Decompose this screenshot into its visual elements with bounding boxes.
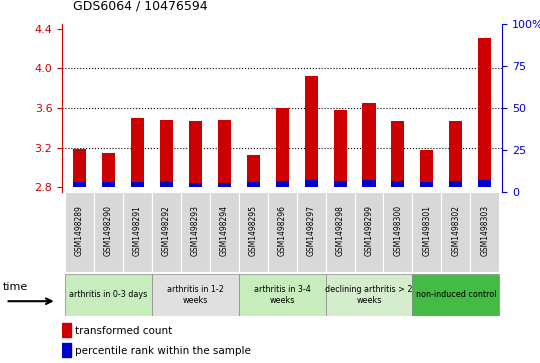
- Bar: [73, 149, 86, 187]
- Text: GSM1498300: GSM1498300: [394, 205, 402, 256]
- Bar: [218, 183, 231, 187]
- Bar: [102, 153, 115, 187]
- Bar: [478, 180, 491, 187]
- Text: arthritis in 1-2
weeks: arthritis in 1-2 weeks: [167, 285, 224, 305]
- Bar: [189, 183, 202, 187]
- FancyBboxPatch shape: [123, 192, 152, 272]
- FancyBboxPatch shape: [355, 192, 383, 272]
- Bar: [362, 180, 375, 187]
- Text: GDS6064 / 10476594: GDS6064 / 10476594: [73, 0, 207, 13]
- Bar: [62, 323, 71, 338]
- FancyBboxPatch shape: [65, 192, 94, 272]
- Text: GSM1498303: GSM1498303: [480, 205, 489, 256]
- Text: GSM1498296: GSM1498296: [278, 205, 287, 256]
- Text: GSM1498291: GSM1498291: [133, 205, 142, 256]
- Bar: [189, 121, 202, 187]
- Bar: [73, 183, 86, 187]
- Text: GSM1498295: GSM1498295: [249, 205, 258, 256]
- Text: GSM1498294: GSM1498294: [220, 205, 229, 256]
- Bar: [334, 182, 347, 187]
- Text: transformed count: transformed count: [75, 326, 173, 336]
- Text: declining arthritis > 2
weeks: declining arthritis > 2 weeks: [325, 285, 413, 305]
- Text: arthritis in 3-4
weeks: arthritis in 3-4 weeks: [254, 285, 310, 305]
- Bar: [421, 150, 434, 187]
- Bar: [160, 182, 173, 187]
- FancyBboxPatch shape: [210, 192, 239, 272]
- FancyBboxPatch shape: [181, 192, 210, 272]
- Text: GSM1498299: GSM1498299: [364, 205, 374, 256]
- FancyBboxPatch shape: [296, 192, 326, 272]
- FancyBboxPatch shape: [65, 274, 152, 316]
- Text: GSM1498302: GSM1498302: [451, 205, 461, 256]
- Bar: [275, 182, 289, 187]
- Text: GSM1498290: GSM1498290: [104, 205, 113, 256]
- FancyBboxPatch shape: [239, 192, 268, 272]
- Text: arthritis in 0-3 days: arthritis in 0-3 days: [69, 290, 147, 299]
- Bar: [247, 155, 260, 187]
- Bar: [160, 120, 173, 187]
- FancyBboxPatch shape: [268, 192, 296, 272]
- FancyBboxPatch shape: [413, 274, 500, 316]
- FancyBboxPatch shape: [413, 192, 441, 272]
- Text: GSM1498292: GSM1498292: [162, 205, 171, 256]
- FancyBboxPatch shape: [94, 192, 123, 272]
- Text: GSM1498297: GSM1498297: [307, 205, 315, 256]
- Bar: [131, 118, 144, 187]
- Bar: [102, 183, 115, 187]
- Bar: [305, 76, 318, 187]
- Bar: [449, 182, 462, 187]
- FancyBboxPatch shape: [383, 192, 413, 272]
- Bar: [392, 121, 404, 187]
- Text: time: time: [3, 282, 28, 291]
- Bar: [449, 121, 462, 187]
- Text: GSM1498298: GSM1498298: [335, 205, 345, 256]
- Bar: [392, 182, 404, 187]
- Text: percentile rank within the sample: percentile rank within the sample: [75, 346, 251, 356]
- Text: GSM1498301: GSM1498301: [422, 205, 431, 256]
- FancyBboxPatch shape: [152, 192, 181, 272]
- FancyBboxPatch shape: [239, 274, 326, 316]
- FancyBboxPatch shape: [441, 192, 470, 272]
- Bar: [362, 103, 375, 187]
- Text: non-induced control: non-induced control: [416, 290, 496, 299]
- Bar: [62, 343, 71, 357]
- Bar: [218, 120, 231, 187]
- Bar: [131, 183, 144, 187]
- FancyBboxPatch shape: [326, 274, 413, 316]
- Bar: [305, 180, 318, 187]
- Bar: [478, 38, 491, 187]
- FancyBboxPatch shape: [326, 192, 355, 272]
- FancyBboxPatch shape: [470, 192, 500, 272]
- Bar: [275, 108, 289, 187]
- Bar: [334, 110, 347, 187]
- Bar: [247, 183, 260, 187]
- Text: GSM1498293: GSM1498293: [191, 205, 200, 256]
- FancyBboxPatch shape: [152, 274, 239, 316]
- Text: GSM1498289: GSM1498289: [75, 205, 84, 256]
- Bar: [421, 183, 434, 187]
